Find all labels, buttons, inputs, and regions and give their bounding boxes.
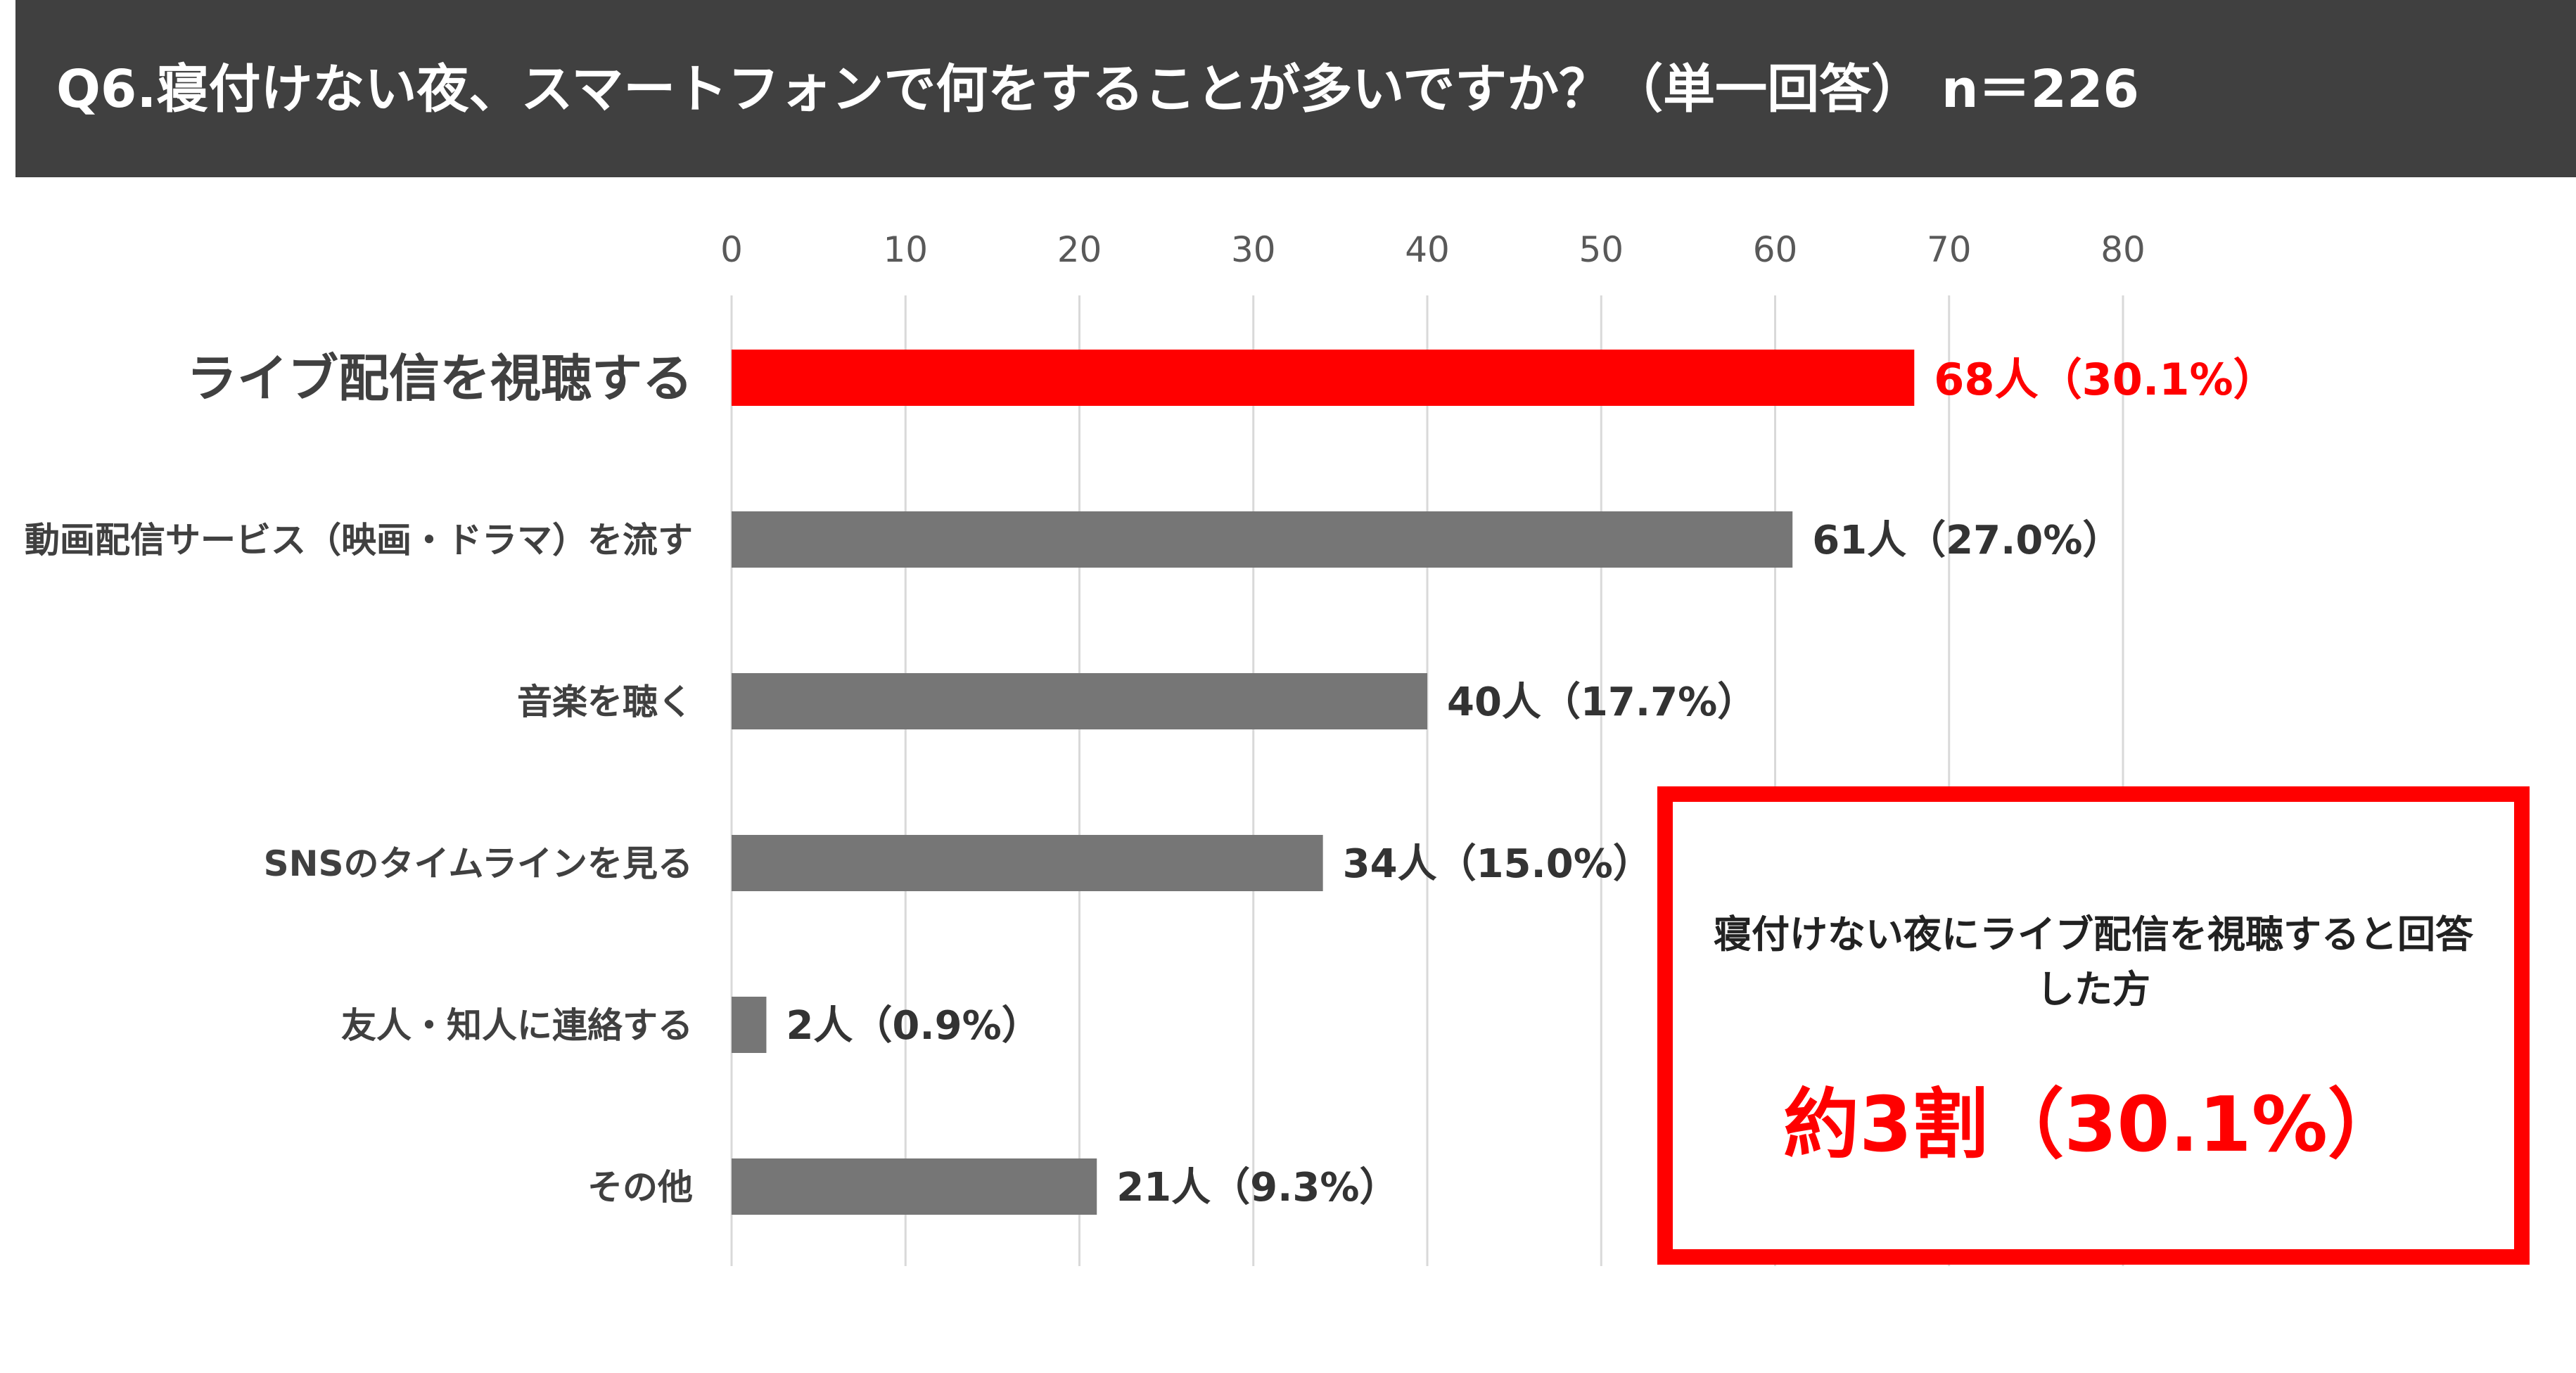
x-tick-label: 80 [2100, 229, 2145, 270]
highlight-callout: 寝付けない夜にライブ配信を視聴すると回答した方 約3割（30.1%） [1657, 786, 2530, 1265]
category-label: ライブ配信を視聴する [186, 349, 693, 408]
bar [732, 997, 767, 1053]
x-tick-label: 70 [1927, 229, 1972, 270]
callout-text: 寝付けない夜にライブ配信を視聴すると回答した方 [1714, 912, 2473, 1011]
x-tick-label: 10 [883, 229, 928, 270]
category-label: 動画配信サービス（映画・ドラマ）を流す [25, 520, 693, 561]
x-tick-label: 20 [1057, 229, 1102, 270]
category-label: 音楽を聴く [517, 682, 693, 722]
bar [732, 511, 1793, 568]
category-label: SNSのタイムラインを見る [264, 843, 693, 884]
bar [732, 673, 1427, 729]
data-label: 68人（30.1%） [1934, 354, 2276, 405]
x-tick-label: 40 [1405, 229, 1450, 270]
data-label: 61人（27.0%） [1812, 518, 2122, 563]
page-title: Q6.寝付けない夜、スマートフォンで何をすることが多いですか？（単一回答） n＝… [56, 59, 2139, 120]
x-tick-label: 50 [1579, 229, 1624, 270]
category-label: その他 [587, 1167, 693, 1208]
header-bar: Q6.寝付けない夜、スマートフォンで何をすることが多いですか？（単一回答） n＝… [15, 0, 2576, 177]
data-label: 2人（0.9%） [786, 1003, 1040, 1049]
data-label: 21人（9.3%） [1116, 1165, 1398, 1211]
bar [732, 1158, 1097, 1215]
x-tick-label: 60 [1753, 229, 1798, 270]
x-tick-label: 30 [1231, 229, 1276, 270]
x-tick-label: 0 [720, 229, 743, 270]
category-label: 友人・知人に連絡する [341, 1005, 693, 1046]
bar [732, 835, 1323, 891]
bar [732, 350, 1915, 406]
data-label: 34人（15.0%） [1343, 841, 1652, 887]
data-label: 40人（17.7%） [1447, 679, 1756, 725]
callout-value: 約3割（30.1%） [1783, 1081, 2404, 1169]
